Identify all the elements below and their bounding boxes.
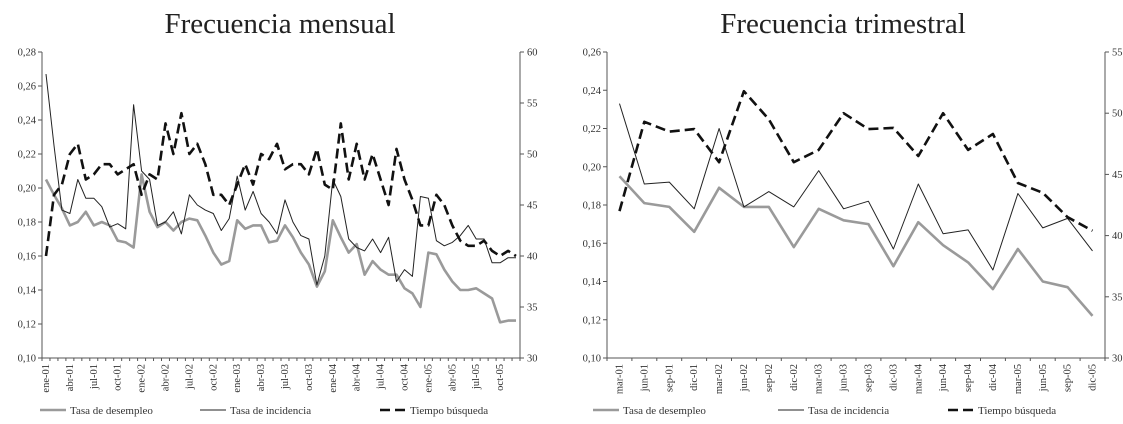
x-tick-label: sep-03	[863, 364, 874, 392]
x-tick-label: sep-04	[963, 363, 974, 392]
y-right-tick-label: 35	[527, 303, 538, 314]
y-left-tick-label: 0,26	[583, 48, 601, 59]
y-left-tick-label: 0,12	[583, 315, 601, 326]
x-tick-label: ene-04	[328, 363, 339, 392]
y-left-tick-label: 0,24	[583, 86, 602, 97]
legend-label: Tasa de desempleo	[70, 405, 153, 417]
x-tick-label: oct-01	[113, 364, 124, 391]
x-tick-label: mar-04	[913, 363, 924, 394]
x-tick-label: abr-02	[160, 364, 171, 391]
y-left-tick-label: 0,20	[583, 162, 601, 173]
x-tick-label: oct-03	[304, 364, 315, 391]
chart-monthly-plot: 0,10 0,12 0,14 0,16 0,18 0,20 0,22 0,24 0,26 0,28…	[18, 48, 538, 418]
y-left-tick-label: 0,16	[583, 239, 601, 250]
y-left-tick-label: 0,10	[583, 354, 601, 365]
legend-label: Tiempo búsqueda	[410, 405, 488, 417]
y-right-tick-label: 50	[1112, 109, 1123, 120]
x-tick-label: mar-05	[1013, 364, 1024, 394]
series-line-1	[619, 103, 1093, 271]
legend-label: Tasa de incidencia	[808, 405, 889, 417]
x-tick-label: dic-01	[689, 364, 700, 391]
y-right-tick-label: 40	[527, 252, 538, 263]
x-tick-label: jun-01	[639, 364, 650, 392]
series-line-1	[45, 74, 516, 286]
y-left-tick-label: 0,12	[18, 320, 36, 331]
x-tick-label: abr-01	[65, 364, 76, 391]
chart-quarterly-plot: 0,10 0,12 0,14 0,16 0,18 0,20 0,22 0,24 0,26 30 35…	[583, 48, 1123, 418]
x-tick-label: oct-02	[208, 364, 219, 391]
x-tick-label: mar-03	[814, 364, 825, 394]
x-tick-label: abr-04	[352, 363, 363, 391]
x-tick-label: dic-05	[1088, 364, 1099, 391]
x-tick-label: sep-05	[1063, 364, 1074, 392]
y-left-tick-label: 0,16	[18, 252, 36, 263]
y-right-tick-label: 30	[1112, 354, 1123, 365]
y-right-tick-label: 45	[527, 201, 538, 212]
y-right-tick-label: 30	[527, 354, 538, 365]
y-left-tick-label: 0,14	[583, 277, 602, 288]
x-tick-label: sep-02	[764, 364, 775, 392]
y-left-tick-label: 0,22	[583, 124, 601, 135]
y-left-tick-label: 0,24	[18, 116, 37, 127]
chart-title: Frecuencia mensual	[164, 8, 396, 40]
y-left-tick-label: 0,20	[18, 184, 36, 195]
x-tick-label: jun-02	[739, 364, 750, 392]
chart-monthly: Frecuencia mensual 0,10 0,12 0,14 0,16 0,18 0…	[0, 0, 560, 424]
series-line-0	[44, 173, 516, 324]
x-tick-label: oct-05	[495, 364, 506, 391]
chart-title: Frecuencia trimestral	[720, 8, 966, 40]
series-line-0	[618, 175, 1094, 317]
y-right-tick-label: 35	[1112, 292, 1123, 303]
y-left-tick-label: 0,26	[18, 82, 36, 93]
y-right-tick-label: 60	[527, 48, 538, 59]
x-tick-label: mar-02	[714, 364, 725, 394]
x-tick-label: jun-05	[1038, 364, 1049, 392]
legend-label: Tiempo búsqueda	[978, 405, 1056, 417]
x-tick-label: sep-01	[664, 364, 675, 392]
x-tick-label: abr-03	[256, 364, 267, 391]
y-left-tick-label: 0,22	[18, 150, 36, 161]
x-tick-label: jun-03	[839, 364, 850, 392]
y-right-tick-label: 55	[527, 99, 538, 110]
legend-label: Tasa de desempleo	[623, 405, 706, 417]
y-left-tick-label: 0,18	[18, 218, 36, 229]
series-line-2	[44, 111, 517, 258]
x-tick-label: jul-04	[376, 363, 387, 390]
x-tick-label: ene-01	[41, 364, 52, 393]
y-right-tick-label: 40	[1112, 231, 1123, 242]
y-right-tick-label: 45	[1112, 170, 1123, 181]
y-left-tick-label: 0,18	[583, 201, 601, 212]
series-line-2	[618, 89, 1094, 232]
x-tick-label: jun-04	[938, 363, 949, 392]
y-right-tick-label: 55	[1112, 48, 1123, 59]
x-tick-label: dic-02	[789, 364, 800, 391]
x-tick-label: ene-02	[137, 364, 148, 393]
legend-label: Tasa de incidencia	[230, 405, 311, 417]
x-tick-label: dic-04	[988, 363, 999, 391]
y-left-tick-label: 0,28	[18, 48, 36, 59]
chart-quarterly: Frecuencia trimestral 0,10 0,12 0,14 0,16 0,…	[563, 0, 1123, 424]
y-right-tick-label: 50	[527, 150, 538, 161]
x-tick-label: jul-01	[89, 364, 100, 390]
x-tick-label: abr-05	[447, 364, 458, 391]
x-tick-label: dic-03	[888, 364, 899, 391]
y-left-tick-label: 0,14	[18, 286, 37, 297]
x-tick-label: oct-04	[399, 363, 410, 391]
x-tick-label: jul-05	[471, 364, 482, 390]
x-tick-label: ene-03	[232, 364, 243, 393]
x-tick-label: mar-01	[614, 364, 625, 394]
x-tick-label: jul-02	[184, 364, 195, 390]
x-tick-label: ene-05	[423, 364, 434, 393]
x-tick-label: jul-03	[280, 364, 291, 390]
y-left-tick-label: 0,10	[18, 354, 36, 365]
